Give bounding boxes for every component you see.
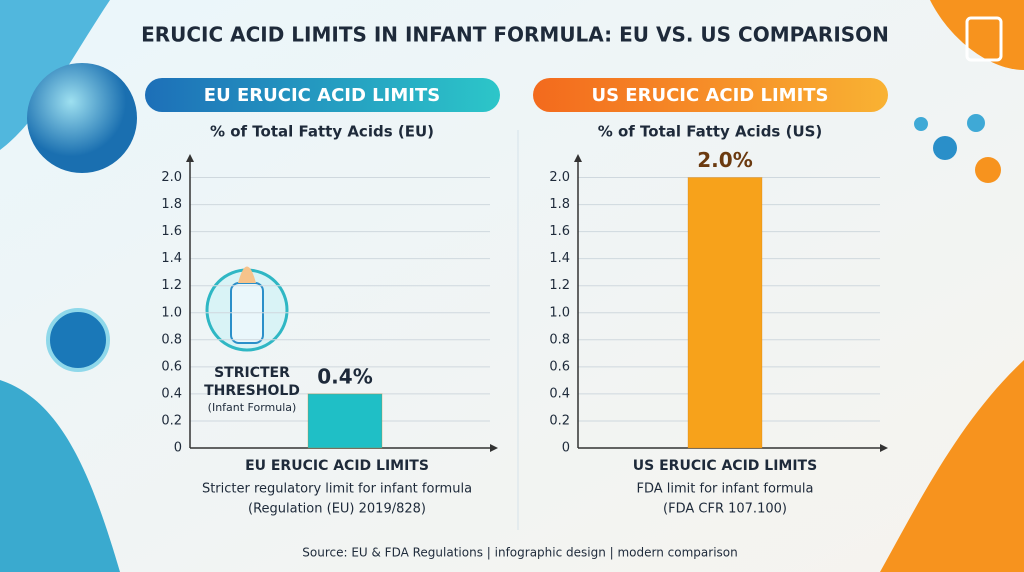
decor-wave [0,380,120,572]
axis-arrow [880,444,888,452]
y-tick-label: 1.0 [549,305,570,320]
chart-title: % of Total Fatty Acids (EU) [210,123,434,141]
x-axis-label: EU ERUCIC ACID LIMITS [245,458,429,474]
y-tick-label: 0.6 [161,359,182,374]
axis-arrow [574,154,582,162]
molecule-icon [975,157,1001,183]
annotation: (Infant Formula) [208,401,297,414]
panel-header [533,78,888,112]
y-tick-label: 1.4 [161,251,182,266]
bottle-icon [205,266,289,352]
caption: Stricter regulatory limit for infant for… [202,482,472,497]
y-tick-label: 0.8 [161,332,182,347]
value-label: 2.0% [697,148,752,172]
chart-title: % of Total Fatty Acids (US) [598,123,823,141]
bar [687,177,763,449]
y-tick-label: 2.0 [161,170,182,185]
y-tick-label: 1.4 [549,251,570,266]
y-tick-label: 0 [174,441,182,456]
clipboard-icon [965,16,1003,62]
y-tick-label: 1.0 [161,305,182,320]
y-tick-label: 0.6 [549,359,570,374]
panel-header [145,78,500,112]
bar [307,393,383,449]
y-tick-label: 0.4 [549,386,570,401]
molecule-icon [933,136,957,160]
molecule-icon [914,117,928,131]
y-tick-label: 0.4 [161,386,182,401]
page-title: ERUCIC ACID LIMITS IN INFANT FORMULA: EU… [141,23,889,47]
y-tick-label: 0.2 [549,413,570,428]
y-tick-label: 1.8 [161,197,182,212]
caption: (FDA CFR 107.100) [663,502,787,517]
y-tick-label: 1.2 [161,278,182,293]
footer: Source: EU & FDA Regulations | infograph… [302,546,737,560]
y-tick-label: 1.2 [549,278,570,293]
globe-icon [27,63,137,173]
y-tick-label: 1.6 [549,224,570,239]
y-tick-label: 0.8 [549,332,570,347]
value-label: 0.4% [317,364,372,388]
y-tick-label: 2.0 [549,170,570,185]
panel-title: US ERUCIC ACID LIMITS [591,85,828,106]
y-tick-label: 1.6 [161,224,182,239]
caption: FDA limit for infant formula [636,482,813,497]
axis-arrow [490,444,498,452]
annotation: THRESHOLD [204,383,300,399]
clipboard-icon [46,308,110,372]
y-tick-label: 0 [562,441,570,456]
x-axis-label: US ERUCIC ACID LIMITS [633,458,817,474]
decor-wave [880,360,1024,572]
axis-arrow [186,154,194,162]
molecule-icon [967,114,985,132]
y-tick-label: 0.2 [161,413,182,428]
caption: (Regulation (EU) 2019/828) [248,502,426,517]
annotation: STRICTER [214,365,290,381]
panel-title: EU ERUCIC ACID LIMITS [204,85,440,106]
y-tick-label: 1.8 [549,197,570,212]
